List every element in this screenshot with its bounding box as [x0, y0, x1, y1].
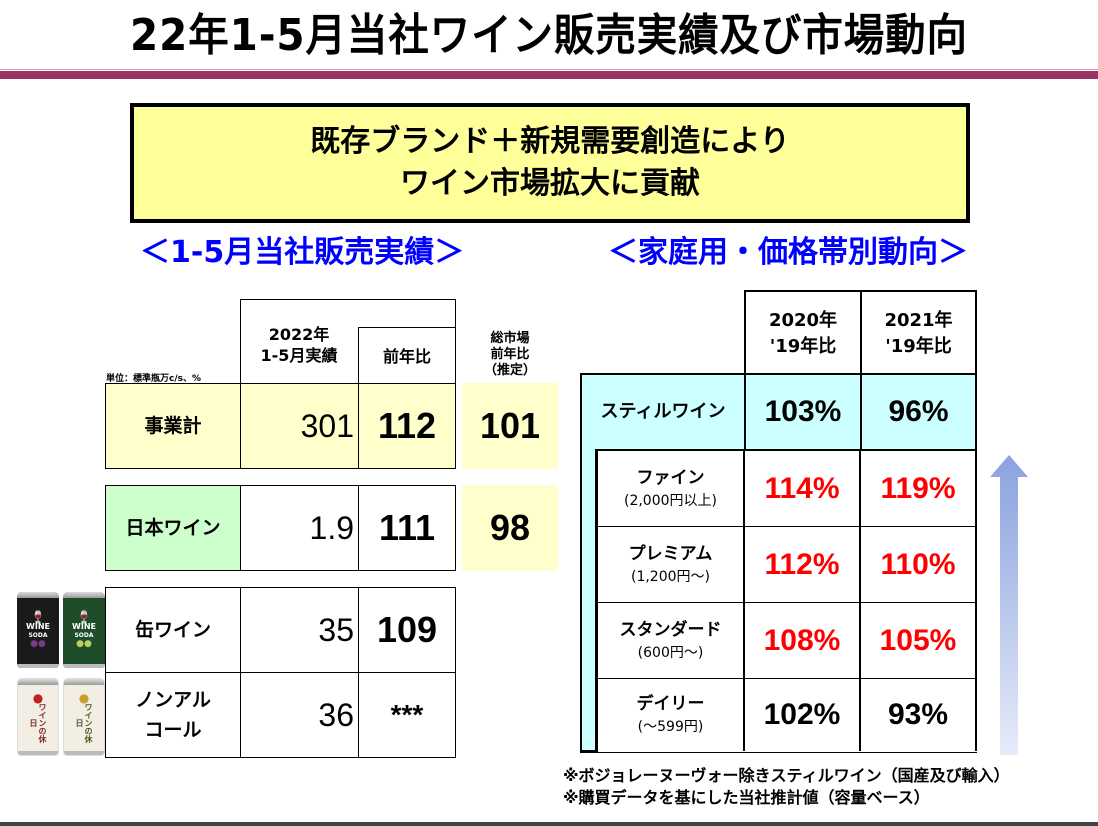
footnotes: ※ボジョレーヌーヴォー除きスティルワイン（国産及び輸入） ※購買データを基にした…	[563, 765, 1010, 809]
market-header-line-3: （推定）	[483, 363, 536, 378]
header-2021-line-1: 2021年	[884, 309, 953, 331]
fine-2021: 119%	[861, 451, 977, 527]
can-brand: ワインの休日	[29, 702, 47, 743]
bottom-divider	[0, 822, 1098, 826]
row-canwine-yoy: 109	[358, 587, 456, 673]
page-title: 22年1-5月当社ワイン販売実績及び市場動向	[130, 10, 968, 61]
wine-holiday-red-can: ● ワインの休日	[17, 678, 59, 756]
row-total-market: 101	[462, 383, 558, 469]
headline-line-2: ワイン市場拡大に貢献	[400, 166, 700, 201]
row-canwine-label: 缶ワイン	[105, 587, 241, 673]
row-total-label-text: 事業計	[144, 415, 202, 437]
can-sub: SODA	[28, 632, 48, 639]
row-nonalcohol-yoy: ***	[358, 672, 456, 758]
header-2020: 2020年 '19年比	[744, 290, 862, 375]
still-wine-label-text: スティルワイン	[600, 401, 726, 422]
row-nonalcohol-value: 36	[240, 672, 359, 758]
still-wine-label: スティルワイン	[582, 375, 744, 449]
up-arrow-icon	[990, 455, 1028, 755]
results-header-line-1: 2022年	[268, 325, 330, 344]
header-2020-line-2: '19年比	[769, 335, 837, 357]
sales-section-title: ＜1-5月当社販売実績＞	[140, 235, 465, 270]
market-section-title: ＜家庭用・価格帯別動向＞	[608, 235, 968, 270]
header-2020-line-1: 2020年	[768, 309, 838, 331]
row-japanwine-value: 1.9	[240, 485, 359, 571]
market-header-line-2: 前年比	[490, 347, 530, 362]
header-2021: 2021年 '19年比	[860, 290, 977, 375]
can-sub: SODA	[74, 632, 94, 639]
row-canwine-label-text: 缶ワイン	[134, 619, 211, 641]
yoy-header: 前年比	[358, 327, 456, 384]
daily-2020: 102%	[745, 679, 861, 751]
daily-label: デイリー (～599円)	[598, 679, 745, 751]
row-nonalcohol-label-line-1: ノンアル	[135, 689, 211, 711]
title-divider-thin	[0, 69, 1098, 70]
fine-label-main: ファイン	[636, 467, 705, 488]
row-japanwine-yoy: 111	[358, 485, 456, 571]
footnote-1: ※ボジョレーヌーヴォー除きスティルワイン（国産及び輸入）	[563, 766, 1010, 785]
row-total-value: 301	[240, 383, 359, 469]
footnote-2: ※購買データを基にした当社推計値（容量ベース）	[563, 788, 930, 807]
yoy-header-label: 前年比	[382, 346, 431, 366]
premium-label: プレミアム (1,200円～)	[598, 527, 745, 603]
premium-label-main: プレミアム	[628, 543, 713, 564]
headline-line-1: 既存ブランド＋新規需要創造により	[310, 124, 790, 159]
fine-label-range: (2,000円以上)	[623, 492, 717, 509]
unit-label: 単位：標準瓶万c/s、%	[106, 374, 201, 384]
headline-box: 既存ブランド＋新規需要創造により ワイン市場拡大に貢献	[130, 103, 970, 223]
header-2021-line-2: '19年比	[885, 335, 952, 357]
row-nonalcohol-label: ノンアル コール	[105, 672, 241, 758]
row-japanwine-label-text: 日本ワイン	[125, 517, 221, 539]
can-brand: ワインの休日	[75, 702, 93, 743]
premium-2021: 110%	[861, 527, 977, 603]
non-alcohol-product-image: ● ワインの休日 ● ワインの休日	[15, 678, 105, 756]
price-band-table	[595, 449, 977, 752]
wine-soda-red-can: 🍷 WINE SODA ●●	[17, 592, 59, 668]
title-divider	[0, 71, 1098, 79]
standard-2021: 105%	[861, 603, 977, 679]
still-wine-2021: 96%	[860, 373, 977, 450]
wine-soda-white-can: 🍷 WINE SODA ●●	[63, 592, 105, 668]
daily-2021: 93%	[861, 679, 977, 751]
daily-label-main: デイリー	[636, 694, 705, 714]
premium-2020: 112%	[745, 527, 861, 603]
row-japanwine-market: 98	[462, 485, 558, 571]
fine-2020: 114%	[745, 451, 861, 527]
market-header: 総市場 前年比 （推定）	[462, 326, 558, 384]
premium-label-range: (1,200円～)	[630, 568, 710, 585]
standard-label-main: スタンダード	[619, 619, 722, 640]
daily-label-range: (～599円)	[637, 719, 704, 735]
can-wine-product-image: 🍷 WINE SODA ●● 🍷 WINE SODA ●●	[15, 592, 105, 668]
results-header: 2022年 1-5月実績	[240, 310, 358, 380]
fine-label: ファイン (2,000円以上)	[598, 451, 745, 527]
row-total-label: 事業計	[105, 383, 241, 469]
can-brand: WINE	[26, 622, 50, 631]
row-nonalcohol-label-line-2: コール	[144, 719, 202, 741]
still-wine-2020: 103%	[744, 373, 862, 450]
results-header-line-2: 1-5月実績	[260, 346, 338, 365]
row-japanwine-label: 日本ワイン	[105, 485, 241, 571]
standard-2020: 108%	[745, 603, 861, 679]
row-total-yoy: 112	[358, 383, 456, 469]
market-header-line-1: 総市場	[490, 331, 530, 346]
standard-label: スタンダード (600円～)	[598, 603, 745, 679]
standard-label-range: (600円～)	[637, 644, 704, 661]
can-brand: WINE	[72, 622, 96, 631]
wine-holiday-white-can: ● ワインの休日	[63, 678, 105, 756]
row-canwine-value: 35	[240, 587, 359, 673]
